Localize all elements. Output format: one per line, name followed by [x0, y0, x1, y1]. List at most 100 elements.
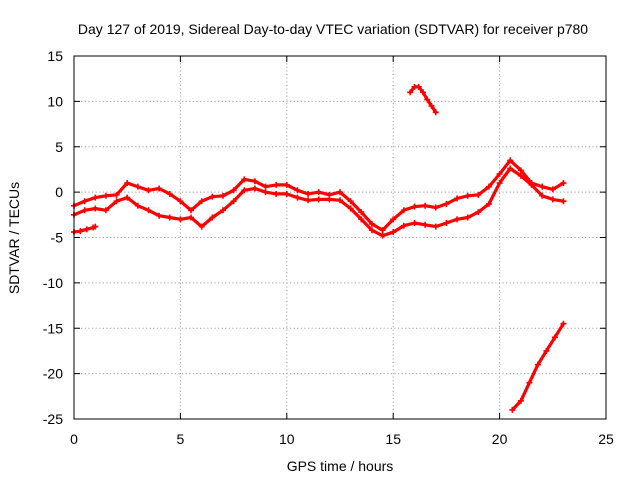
data-point [422, 202, 429, 209]
data-point [443, 219, 450, 226]
data-point [315, 189, 322, 196]
data-point [198, 198, 205, 205]
series-points [71, 165, 567, 239]
data-point [485, 183, 492, 190]
y-tick-label: -10 [43, 275, 63, 291]
y-tick-label: -15 [43, 320, 63, 336]
data-point [358, 216, 365, 223]
data-point [81, 207, 88, 214]
data-point [443, 200, 450, 207]
data-point [209, 214, 216, 221]
data-point [177, 198, 184, 205]
data-point [475, 209, 482, 216]
data-point [305, 197, 312, 204]
data-point [294, 194, 301, 201]
plot-frame [73, 55, 607, 420]
data-point [92, 205, 99, 212]
x-tick-labels: 0 5 10 15 20 25 [70, 431, 614, 447]
data-point [509, 406, 516, 413]
data-point [102, 192, 109, 199]
series-short-segment-left [71, 223, 99, 236]
data-point [534, 361, 541, 368]
y-tick-label: 5 [55, 139, 63, 155]
data-point [219, 207, 226, 214]
data-point [326, 196, 333, 203]
series-lower-segment [509, 320, 567, 413]
data-point [113, 191, 120, 198]
data-point [156, 185, 163, 192]
data-point [432, 204, 439, 211]
y-tick-label: -5 [51, 230, 64, 246]
data-point [305, 190, 312, 197]
data-point [315, 196, 322, 203]
data-point [549, 196, 556, 203]
data-point [188, 207, 195, 214]
data-point [77, 228, 84, 235]
y-axis-label: SDTVAR / TECUs [6, 182, 22, 294]
x-tick-label: 20 [492, 431, 508, 447]
x-tick-label: 15 [385, 431, 401, 447]
chart-title: Day 127 of 2019, Sidereal Day-to-day VTE… [78, 21, 588, 37]
data-point [209, 193, 216, 200]
data-point [543, 347, 550, 354]
x-tick-label: 0 [70, 431, 78, 447]
data-point [156, 212, 163, 219]
data-point [251, 185, 258, 192]
data-point [379, 227, 386, 234]
data-point [177, 216, 184, 223]
data-point [92, 194, 99, 201]
grid [74, 56, 606, 419]
data-point [81, 198, 88, 205]
y-tick-label: -20 [43, 366, 63, 382]
y-tick-label: 10 [47, 93, 63, 109]
data-point [517, 397, 524, 404]
data-point [454, 195, 461, 202]
data-point [475, 191, 482, 198]
data-point [262, 183, 269, 190]
data-point [496, 170, 503, 177]
series-points [71, 223, 99, 236]
data-point [496, 180, 503, 187]
data-point [283, 181, 290, 188]
series-main-band-lower [71, 165, 567, 239]
series-upper-segment [407, 83, 439, 116]
data-point [507, 165, 514, 172]
data-point [517, 167, 524, 174]
data-point [368, 227, 375, 234]
data-point [400, 207, 407, 214]
y-tick-label: -25 [43, 411, 63, 427]
data-point [454, 216, 461, 223]
data-point [145, 207, 152, 214]
data-point [464, 192, 471, 199]
series-points [407, 83, 439, 116]
data-point [145, 187, 152, 194]
data-point [337, 189, 343, 196]
data-point [539, 192, 546, 199]
data-point [283, 190, 290, 197]
series-points [71, 157, 567, 234]
x-tick-label: 5 [177, 431, 185, 447]
data-point [517, 172, 524, 179]
data-point [124, 180, 131, 187]
data-point [134, 183, 141, 190]
data-point [415, 83, 422, 90]
data-point [485, 200, 492, 207]
data-point [230, 187, 237, 194]
x-tick-label: 10 [279, 431, 295, 447]
data-point [390, 216, 397, 223]
data-point [166, 214, 173, 221]
data-point [560, 180, 567, 187]
data-point [166, 190, 173, 197]
data-point [230, 198, 237, 205]
data-point [551, 334, 558, 341]
data-point [368, 220, 375, 227]
data-point [124, 194, 131, 201]
series-group [71, 83, 567, 413]
data-point [400, 222, 407, 229]
data-point [113, 198, 120, 205]
data-point [347, 205, 354, 212]
series-points [509, 320, 567, 413]
data-point [379, 232, 386, 239]
x-tick-label: 25 [598, 431, 614, 447]
data-point [424, 96, 431, 103]
